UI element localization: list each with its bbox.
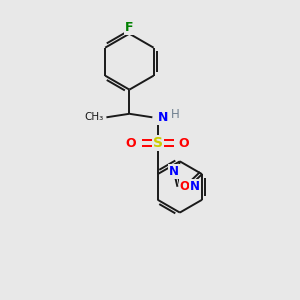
Text: O: O (126, 137, 136, 150)
Text: S: S (153, 136, 163, 150)
Text: F: F (125, 21, 134, 34)
Text: CH₃: CH₃ (85, 112, 104, 122)
Text: N: N (190, 180, 200, 193)
Text: O: O (180, 180, 190, 193)
Text: H: H (171, 109, 179, 122)
Text: N: N (169, 165, 178, 178)
Text: N: N (158, 111, 168, 124)
Text: O: O (179, 137, 190, 150)
